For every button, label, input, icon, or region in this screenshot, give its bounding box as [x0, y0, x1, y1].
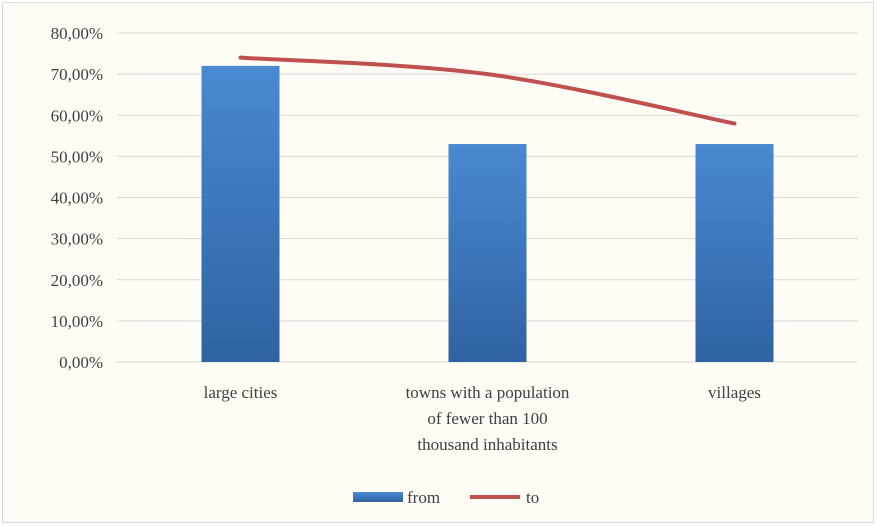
y-tick-label: 40,00% [51, 189, 103, 208]
y-tick-label: 80,00% [51, 24, 103, 43]
y-tick-label: 50,00% [51, 147, 103, 166]
bars [201, 65, 774, 363]
y-tick-label: 60,00% [51, 106, 103, 125]
y-tick-label: 10,00% [51, 312, 103, 331]
bar-from [201, 65, 280, 363]
series-line [238, 55, 737, 126]
bar-from [695, 144, 774, 362]
x-axis-labels: large cities towns with a population of fe… [204, 383, 761, 454]
legend: from to [353, 488, 539, 507]
y-tick-label: 30,00% [51, 230, 103, 249]
y-tick-label: 20,00% [51, 271, 103, 290]
legend-label-from: from [407, 488, 440, 507]
x-tick-label: villages [708, 383, 761, 402]
legend-label-to: to [526, 488, 539, 507]
line-to [238, 55, 737, 126]
x-tick-label: towns with a population of fewer than 100… [406, 383, 570, 454]
x-tick-label: large cities [204, 383, 278, 402]
bar-from [448, 144, 527, 362]
legend-swatch-from [353, 492, 403, 502]
y-tick-label: 0,00% [59, 353, 103, 372]
y-axis-ticks: 0,00% 10,00% 20,00% 30,00% 40,00% 50,00% 60,00… [51, 24, 103, 372]
y-tick-label: 70,00% [51, 65, 103, 84]
